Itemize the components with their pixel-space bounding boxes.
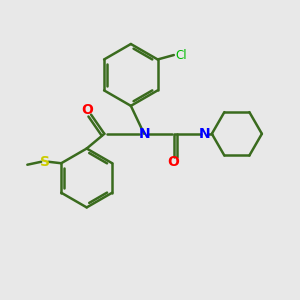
- Text: N: N: [138, 127, 150, 141]
- Text: S: S: [40, 155, 50, 169]
- Text: O: O: [168, 155, 179, 169]
- Text: N: N: [199, 127, 210, 141]
- Text: O: O: [81, 103, 93, 117]
- Text: Cl: Cl: [175, 49, 187, 62]
